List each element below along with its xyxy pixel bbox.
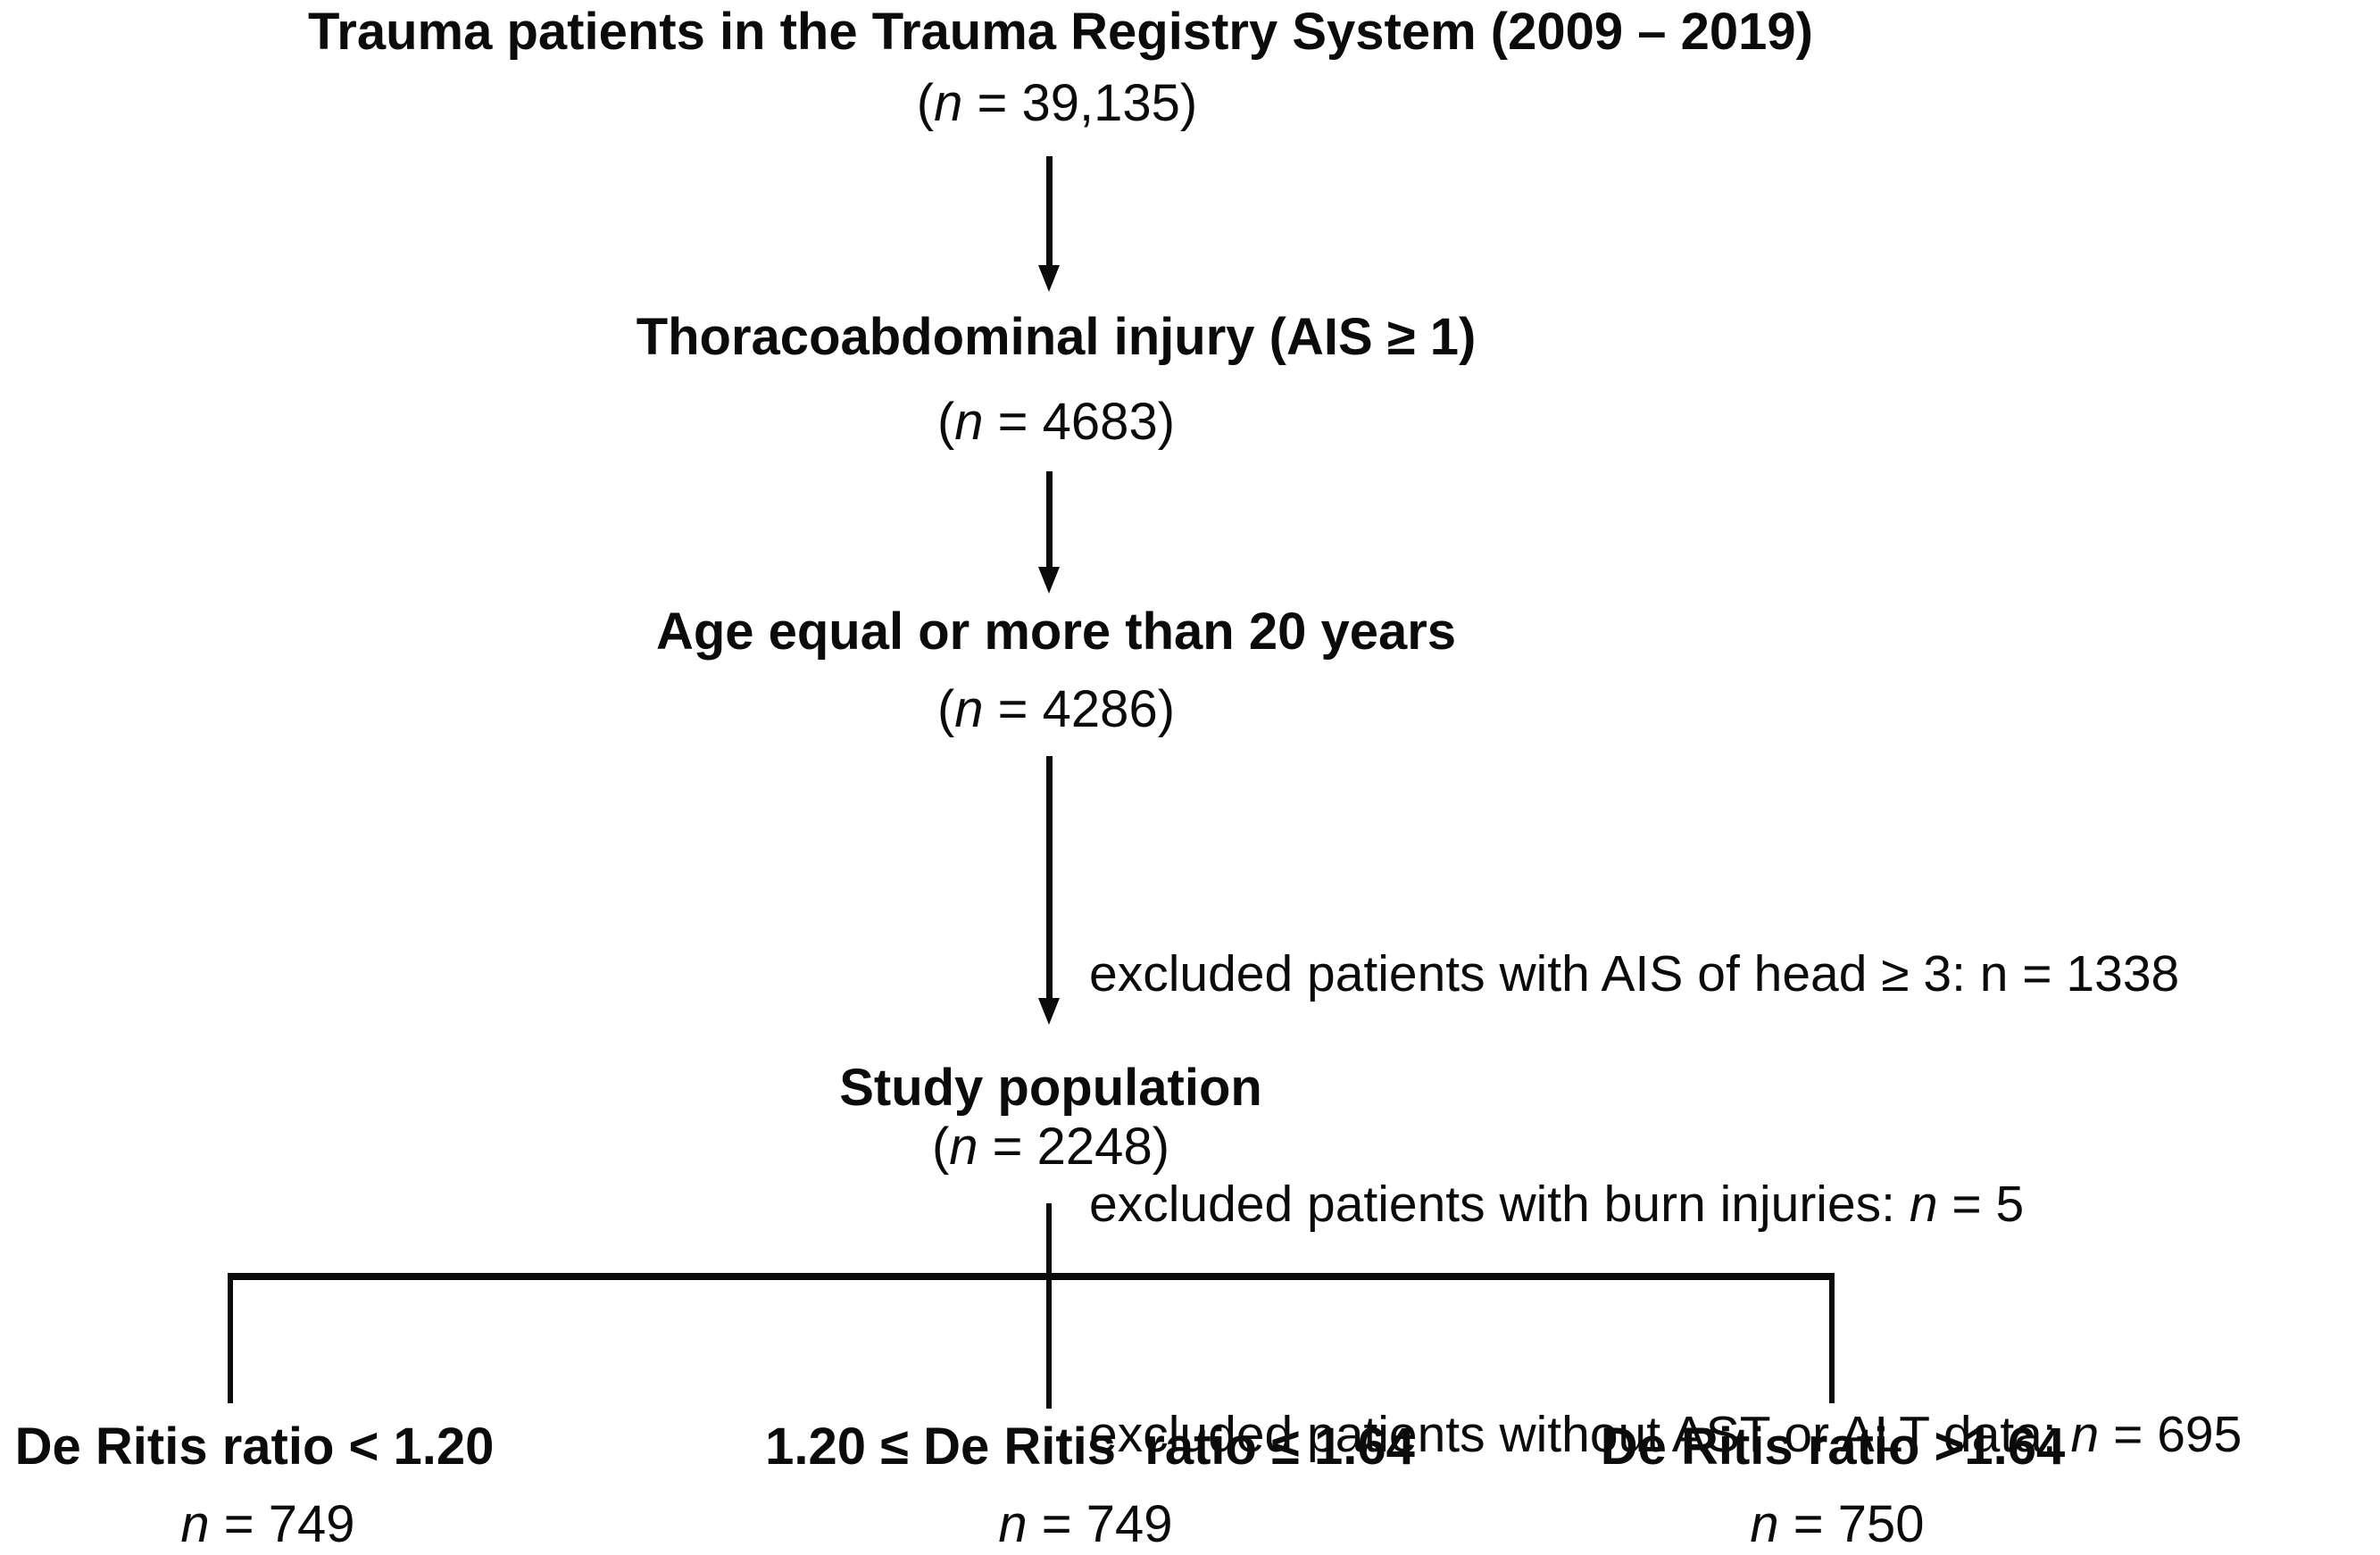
node-count-thoracoabdominal: (n = 4683) bbox=[936, 393, 1176, 451]
down-arrow-head-icon bbox=[1038, 567, 1060, 594]
node-title-registry: Trauma patients in the Trauma Registry S… bbox=[308, 3, 1813, 61]
exclusion-list: excluded patients with AIS of head ≥ 3: … bbox=[1089, 782, 2242, 1555]
connector-horizontal-bar bbox=[228, 1273, 1835, 1280]
branch-count-mid-ratio: n = 749 bbox=[998, 1495, 1173, 1553]
node-count-study-population: (n = 2248) bbox=[931, 1118, 1170, 1176]
connector-vertical-center bbox=[1046, 1203, 1052, 1409]
down-arrow-stem bbox=[1046, 471, 1053, 567]
exclusion-item: excluded patients with AIS of head ≥ 3: … bbox=[1089, 945, 2180, 1002]
down-arrow-stem bbox=[1046, 756, 1053, 998]
node-title-age: Age equal or more than 20 years bbox=[655, 603, 1457, 661]
node-count-registry: (n = 39,135) bbox=[916, 74, 1198, 132]
down-arrow-head-icon bbox=[1038, 998, 1060, 1025]
down-arrow-stem bbox=[1046, 156, 1053, 265]
exclusion-item: excluded patients with burn injuries: n … bbox=[1089, 1176, 2025, 1233]
branch-count-low-ratio: n = 749 bbox=[180, 1495, 355, 1553]
exclusion-item: excluded patients without AST or ALT dat… bbox=[1089, 1406, 2243, 1463]
node-count-age: (n = 4286) bbox=[936, 680, 1176, 738]
connector-drop-right bbox=[1829, 1273, 1835, 1403]
branch-label-high-ratio: De Ritis ratio >1.64 bbox=[1600, 1418, 2066, 1476]
node-title-study-population: Study population bbox=[839, 1059, 1262, 1117]
connector-drop-left bbox=[228, 1273, 233, 1403]
node-title-thoracoabdominal: Thoracoabdominal injury (AIS ≥ 1) bbox=[636, 308, 1477, 366]
down-arrow-head-icon bbox=[1038, 265, 1060, 292]
branch-label-low-ratio: De Ritis ratio < 1.20 bbox=[14, 1418, 495, 1476]
branch-count-high-ratio: n = 750 bbox=[1750, 1495, 1925, 1553]
branch-label-mid-ratio: 1.20 ≤ De Ritis ratio ≤ 1.64 bbox=[765, 1418, 1415, 1476]
